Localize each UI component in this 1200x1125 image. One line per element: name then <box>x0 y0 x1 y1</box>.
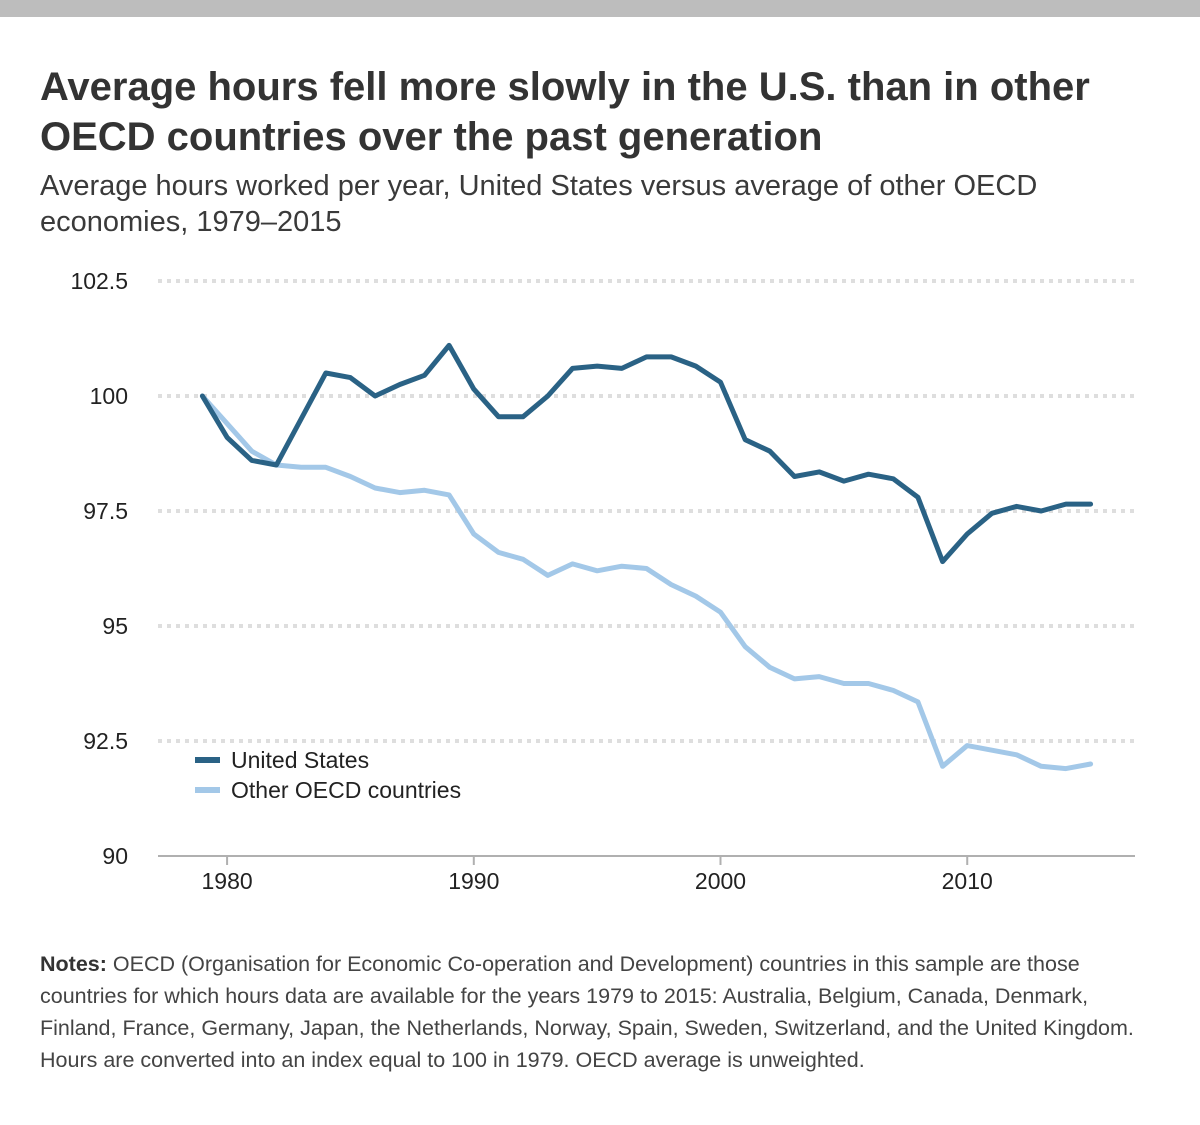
chart-title: Average hours fell more slowly in the U.… <box>40 65 1090 159</box>
series-line-united-states <box>199 342 1094 565</box>
y-tick-label: 97.5 <box>83 498 128 524</box>
notes-text: OECD (Organisation for Economic Co-opera… <box>40 952 1134 1072</box>
x-tick-label: 1990 <box>448 868 499 894</box>
y-tick-label: 90 <box>102 843 128 869</box>
x-tick-label: 2010 <box>942 868 993 894</box>
legend-label: Other OECD countries <box>231 777 461 803</box>
series-line-other-oecd <box>199 393 1094 772</box>
line-chart: 102.5 100 97.5 95 92.5 90 1980 1990 2000 2010 Unit… <box>70 268 1135 894</box>
y-tick-label: 95 <box>102 613 128 639</box>
x-tick-label: 2000 <box>695 868 746 894</box>
x-tick-label: 1980 <box>201 868 252 894</box>
chart-subtitle: Average hours worked per year, United St… <box>40 170 1038 238</box>
y-tick-label: 92.5 <box>83 728 128 754</box>
top-accent-bar <box>0 0 1200 17</box>
y-tick-label: 102.5 <box>70 268 128 294</box>
legend-label: United States <box>231 747 369 773</box>
notes-label: Notes: <box>40 952 107 976</box>
chart-notes: Notes: OECD (Organisation for Economic C… <box>40 948 1170 1076</box>
y-tick-label: 100 <box>90 383 128 409</box>
